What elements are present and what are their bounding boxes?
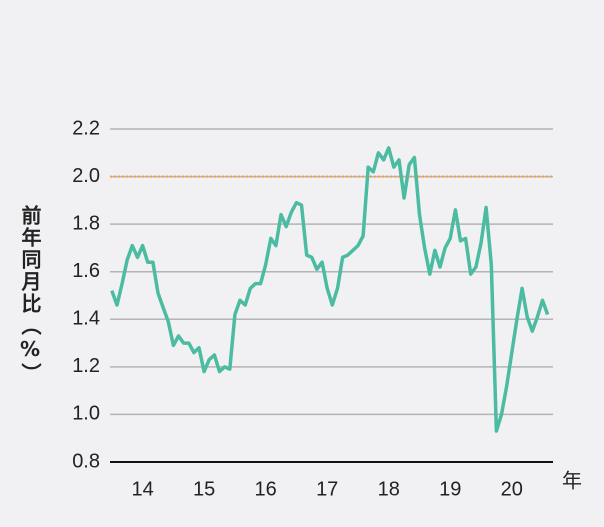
y-tick-label: 2.0 (72, 165, 100, 187)
y-tick-label: 1.6 (72, 260, 100, 282)
y-tick-label: 1.0 (72, 403, 100, 425)
y-axis-label: 前年同月比（%） (18, 205, 42, 385)
y-tick-label: 0.8 (72, 450, 100, 472)
x-tick-label: 20 (501, 478, 523, 500)
data-line (110, 146, 550, 433)
x-tick-label: 16 (255, 478, 277, 500)
x-axis-label: 年 (562, 469, 582, 493)
y-tick-label: 1.4 (72, 308, 100, 330)
y-tick-label: 1.2 (72, 355, 100, 377)
y-tick-label: 2.2 (72, 117, 100, 139)
y-tick-label: 1.8 (72, 212, 100, 234)
x-tick-label: 18 (378, 478, 400, 500)
x-tick-label: 19 (439, 478, 461, 500)
x-tick-label: 15 (193, 478, 215, 500)
x-tick-label: 14 (131, 478, 153, 500)
x-tick-label: 17 (316, 478, 338, 500)
